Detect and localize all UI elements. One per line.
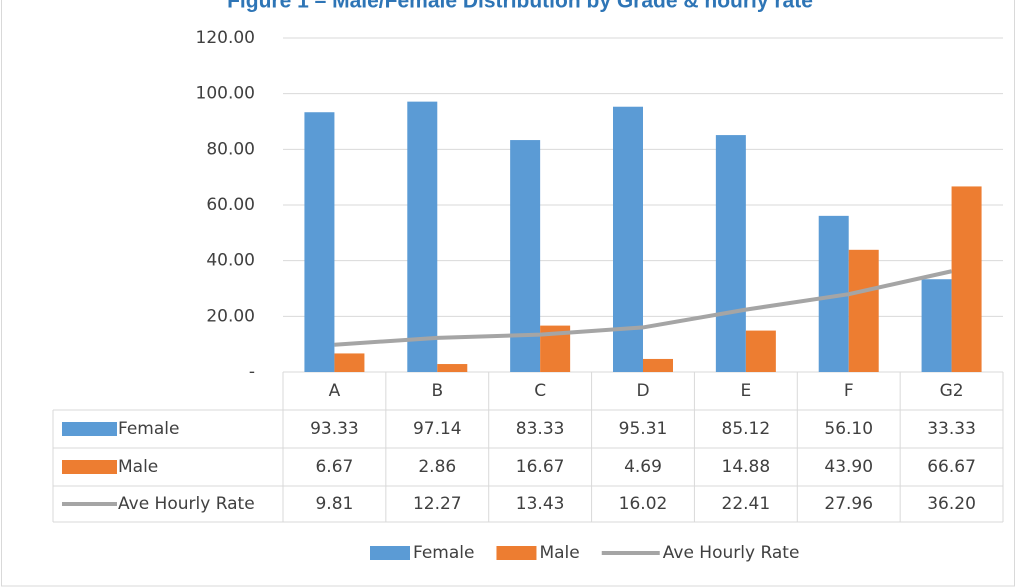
table-row-label: Male	[118, 457, 158, 477]
table-cell: 14.88	[722, 457, 771, 477]
table-cell: 27.96	[824, 494, 873, 514]
y-tick-label: 20.00	[206, 306, 255, 326]
x-tick-label: F	[844, 381, 854, 401]
table-cell: 4.69	[624, 457, 662, 477]
legend-key	[496, 546, 537, 560]
table-cell: 43.90	[824, 457, 873, 477]
table-cell: 6.67	[315, 457, 353, 477]
bar	[613, 106, 643, 373]
table-row-label: Ave Hourly Rate	[118, 494, 255, 514]
legend-label: Ave Hourly Rate	[663, 543, 800, 563]
y-tick-label: 100.00	[196, 84, 255, 104]
y-tick-label: 60.00	[206, 195, 255, 215]
bar	[437, 364, 468, 372]
legend-label: Female	[413, 543, 474, 563]
y-tick-label: 80.00	[206, 139, 255, 159]
bar	[951, 186, 982, 372]
table-cell: 16.67	[516, 457, 565, 477]
x-tick-label: B	[431, 381, 443, 401]
y-tick-label: 120.00	[196, 28, 255, 48]
table-cell: 66.67	[927, 457, 976, 477]
table-cell: 83.33	[516, 419, 565, 439]
table-cell: 9.81	[315, 494, 353, 514]
table-cell: 12.27	[413, 494, 462, 514]
table-cell: 22.41	[722, 494, 771, 514]
bar	[745, 330, 776, 372]
x-tick-label: D	[636, 381, 649, 401]
bar	[643, 358, 673, 372]
table-cell: 13.43	[516, 494, 565, 514]
table-cell: 36.20	[927, 494, 976, 514]
table-cell: 2.86	[418, 457, 456, 477]
bar	[921, 279, 952, 372]
table-cell: 56.10	[824, 419, 873, 439]
table-cell: 95.31	[619, 419, 668, 439]
table-cell: 85.12	[722, 419, 771, 439]
x-tick-label: C	[534, 381, 546, 401]
bar	[304, 112, 335, 372]
legend-key	[62, 422, 117, 436]
x-tick-label: A	[329, 381, 341, 401]
y-tick-label: -	[249, 362, 255, 382]
chart-title: Figure 1 – Male/Female Distribution by G…	[227, 0, 813, 13]
legend-label: Male	[539, 543, 579, 563]
table-row-label: Female	[118, 419, 179, 439]
x-tick-label: G2	[940, 381, 964, 401]
legend-key	[370, 546, 410, 560]
table-cell: 93.33	[310, 419, 359, 439]
table-cell: 97.14	[413, 419, 462, 439]
line	[334, 269, 953, 347]
bar	[848, 249, 879, 372]
bar	[715, 135, 746, 372]
table-cell: 33.33	[927, 419, 976, 439]
legend-key	[62, 460, 117, 474]
x-tick-label: E	[740, 381, 751, 401]
y-tick-label: 40.00	[206, 251, 255, 271]
bar	[334, 353, 365, 372]
table-cell: 16.02	[619, 494, 668, 514]
bar	[407, 101, 438, 372]
